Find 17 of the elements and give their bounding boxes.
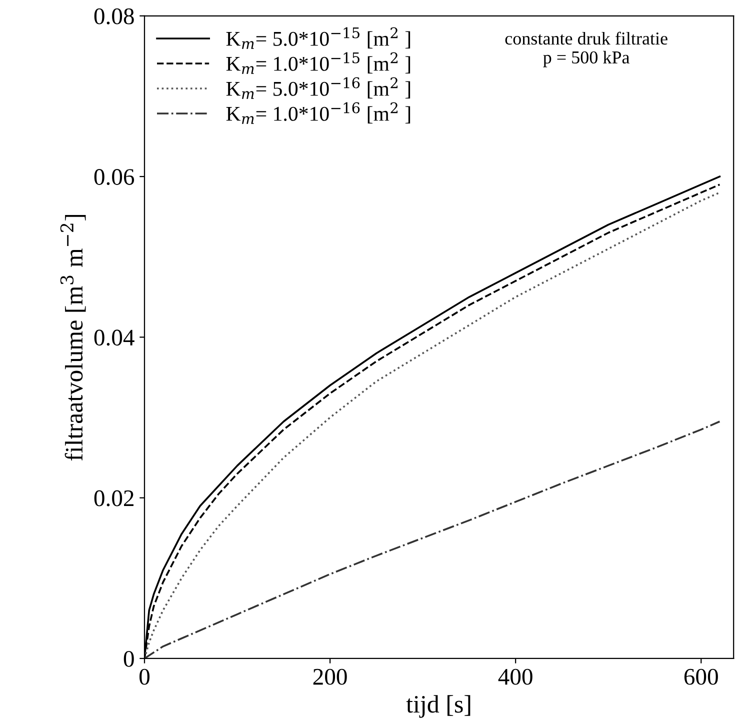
x-tick-label: 600 — [684, 668, 718, 685]
annotation: constante druk filtratie p = 500 kPa — [505, 32, 668, 68]
y-axis-title: filtraatvolume [m$^{3}$ m$^{−2}$] — [60, 214, 86, 461]
x-tick-label: 200 — [313, 668, 347, 685]
x-axis-title: tijd [s] — [406, 695, 470, 718]
legend-label: K$_{m}$= 1.0*10$^{−16}$ [m$^{2}$ ] — [226, 102, 410, 124]
y-tick-label: 0.06 — [94, 169, 134, 186]
x-tick-label: 0 — [139, 668, 150, 685]
y-tick-label: 0.08 — [94, 8, 134, 24]
line-series — [144, 420, 721, 658]
legend-label: K$_{m}$= 5.0*10$^{−15}$ [m$^{2}$ ] — [226, 27, 410, 49]
legend-label: K$_{m}$= 1.0*10$^{−15}$ [m$^{2}$ ] — [226, 52, 410, 74]
y-tick-label: 0 — [124, 650, 134, 667]
y-tick-label: 0.04 — [94, 330, 134, 346]
legend-label: K$_{m}$= 5.0*10$^{−16}$ [m$^{2}$ ] — [226, 77, 410, 99]
x-tick-label: 400 — [498, 668, 532, 685]
y-tick-label: 0.02 — [94, 490, 134, 506]
